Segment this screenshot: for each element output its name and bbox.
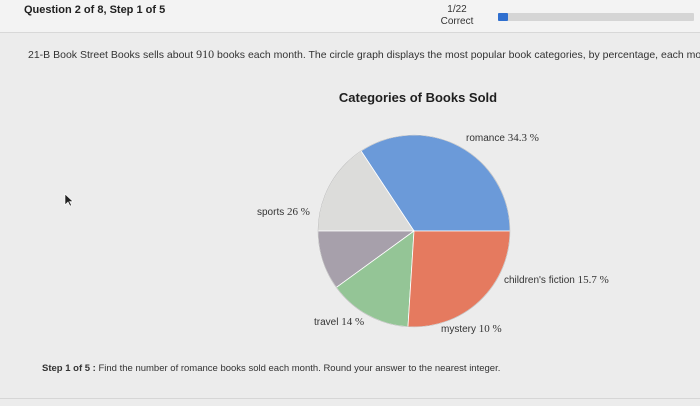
progress-bar-fill (498, 13, 508, 21)
step-instruction: Step 1 of 5 : Find the number of romance… (42, 363, 500, 374)
slice-label-name: sports (257, 207, 288, 218)
slice-label: mystery 10 % (441, 323, 502, 335)
chart-title: Categories of Books Sold (338, 90, 498, 105)
slice-label-value: 34.3 % (507, 132, 539, 144)
progress-bar (498, 13, 694, 21)
progress-status: Correct (440, 16, 474, 27)
question-header: Question 2 of 8, Step 1 of 5 1/22 Correc… (0, 0, 700, 33)
slice-label-value: 14 % (341, 316, 365, 328)
divider (0, 398, 700, 399)
slice-label-name: children's fiction (504, 275, 578, 286)
slice-label-name: mystery (441, 324, 479, 335)
step-text: Find the number of romance books sold ea… (95, 363, 501, 374)
slice-label-value: 26 % (287, 206, 310, 218)
question-title: Question 2 of 8, Step 1 of 5 (24, 4, 166, 16)
pie-slice-sports (407, 230, 511, 328)
progress-count: 1/22 (447, 4, 467, 15)
step-label: Step 1 of 5 : (42, 363, 96, 374)
slice-label: romance 34.3 % (466, 132, 539, 144)
slice-label: sports 26 % (257, 206, 310, 218)
problem-prefix: 21-B Book Street Books sells about (28, 49, 197, 61)
slice-label: travel 14 % (314, 316, 364, 328)
mouse-pointer-icon (64, 193, 74, 207)
problem-number: 910 (196, 47, 215, 61)
slice-label: children's fiction 15.7 % (504, 274, 609, 286)
slice-label-name: romance (466, 133, 508, 144)
pie-outline (317, 134, 511, 328)
problem-suffix: books each month. The circle graph displ… (214, 49, 700, 61)
problem-statement: 21-B Book Street Books sells about 910 b… (28, 47, 700, 62)
slice-label-name: travel (314, 317, 342, 328)
slice-label-value: 15.7 % (577, 274, 609, 286)
slice-label-value: 10 % (478, 323, 502, 335)
